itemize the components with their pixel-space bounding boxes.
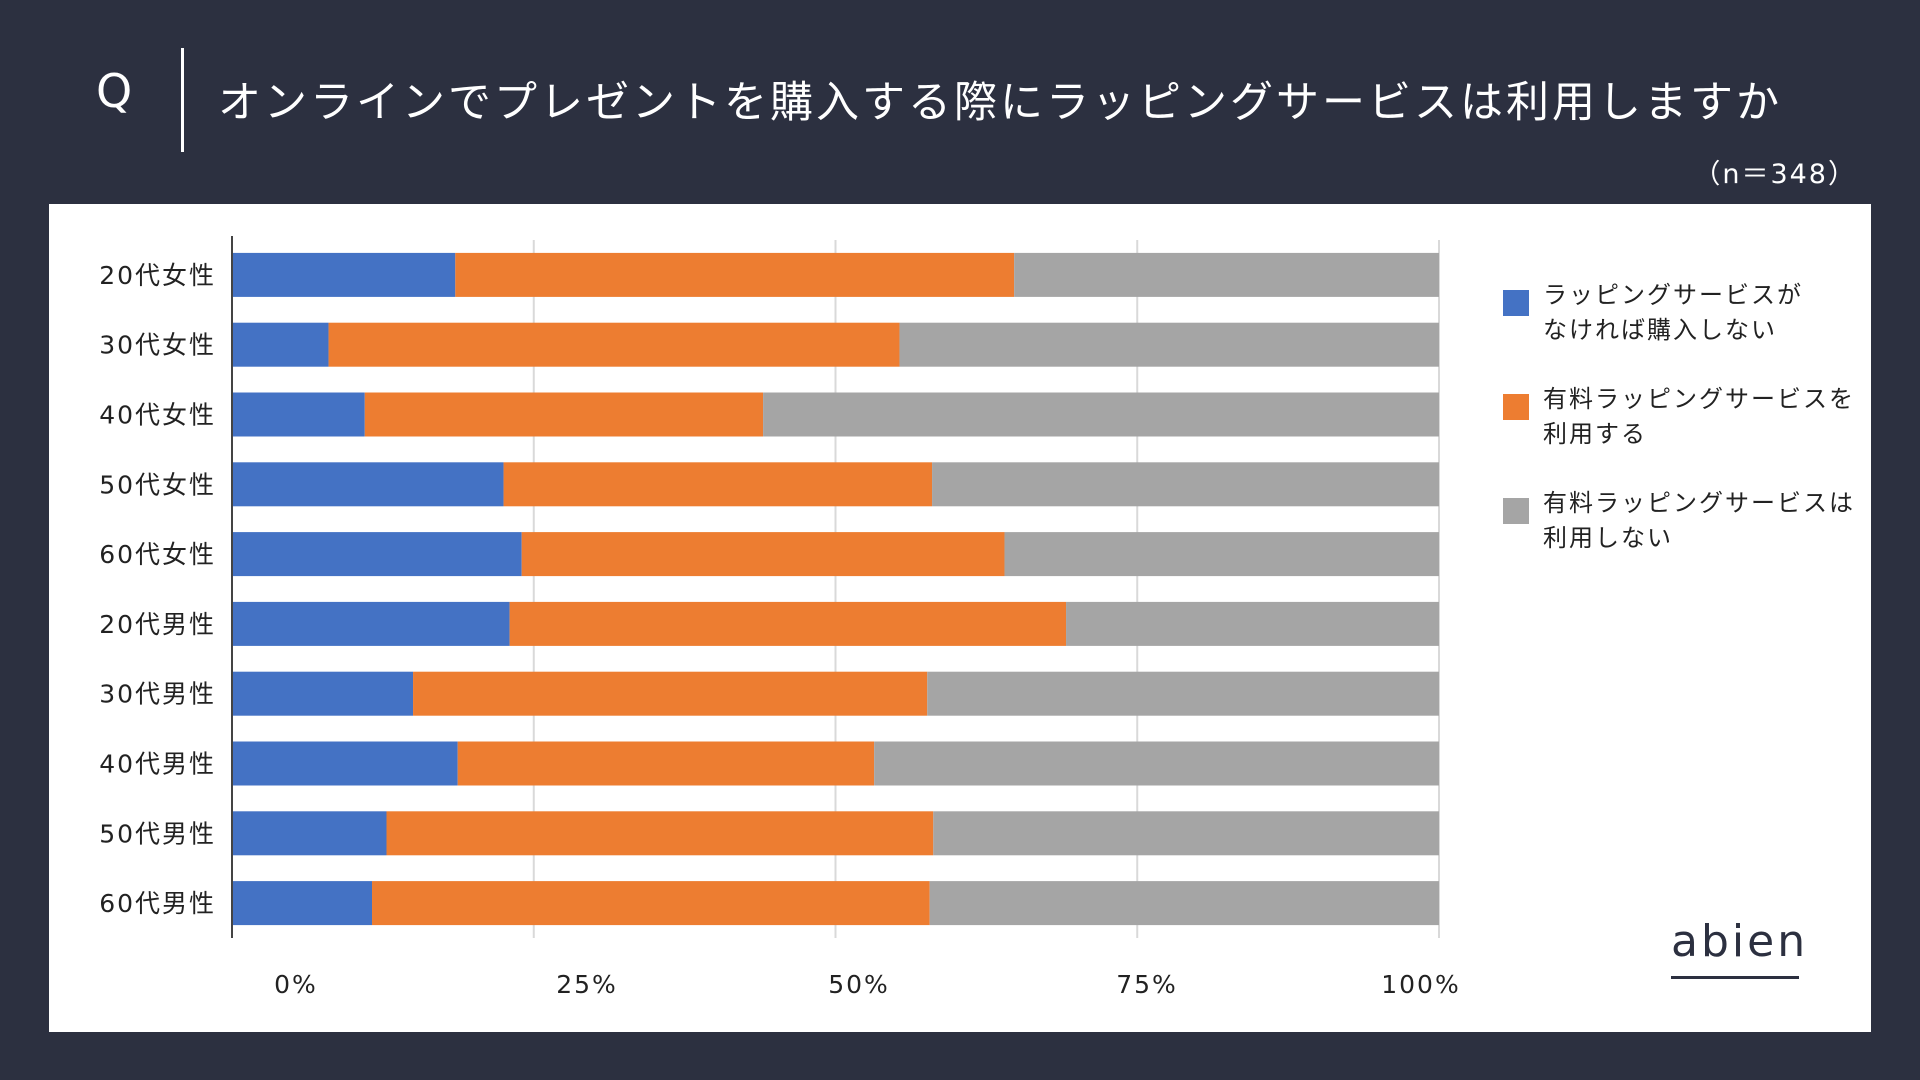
- bar-segment: [457, 741, 875, 786]
- bar-segment: [372, 881, 930, 926]
- category-label: 40代男性: [99, 750, 216, 779]
- bar-segment: [232, 741, 458, 786]
- legend-item-not-use-paid: 有料ラッピングサービスは 利用しない: [1503, 486, 1863, 556]
- category-label: 60代男性: [99, 889, 216, 918]
- bar-segment: [932, 462, 1439, 507]
- bar-segment: [232, 322, 329, 367]
- bar-segment: [509, 601, 1067, 646]
- bar-segment: [232, 532, 522, 577]
- bar-segment: [929, 881, 1439, 926]
- x-tick-label: 0%: [274, 970, 318, 999]
- x-tick-label: 50%: [828, 970, 890, 999]
- sample-size: （n＝348）: [1693, 159, 1857, 190]
- legend-item-use-paid: 有料ラッピングサービスを 利用する: [1503, 382, 1863, 452]
- bar-segment: [232, 671, 414, 716]
- bar-segment: [232, 601, 510, 646]
- bar-segment: [232, 811, 387, 856]
- x-tick-label: 25%: [556, 970, 618, 999]
- category-label: 50代男性: [99, 819, 216, 848]
- legend-label: ラッピングサービスが なければ購入しない: [1543, 281, 1803, 344]
- bar-segment: [232, 252, 456, 297]
- legend-label: 有料ラッピングサービスは 利用しない: [1543, 489, 1855, 552]
- category-label: 20代女性: [99, 261, 216, 290]
- legend-swatch-orange: [1503, 394, 1529, 420]
- bar-segment: [364, 392, 764, 437]
- legend: ラッピングサービスが なければ購入しない 有料ラッピングサービスを 利用する 有…: [1503, 278, 1863, 590]
- bar-segment: [1066, 601, 1439, 646]
- x-tick-label: 100%: [1381, 970, 1460, 999]
- category-label: 60代女性: [99, 540, 216, 569]
- abien-logo: abien: [1671, 916, 1809, 979]
- question-mark-label: Q: [96, 64, 133, 118]
- category-label: 30代男性: [99, 680, 216, 709]
- legend-swatch-blue: [1503, 290, 1529, 316]
- legend-swatch-gray: [1503, 498, 1529, 524]
- bar-segment: [413, 671, 928, 716]
- legend-item-no-purchase: ラッピングサービスが なければ購入しない: [1503, 278, 1863, 348]
- bar-segment: [933, 811, 1439, 856]
- question-title: オンラインでプレゼントを購入する際にラッピングサービスは利用しますか: [218, 78, 1782, 128]
- category-label: 50代女性: [99, 470, 216, 499]
- bar-segment: [899, 322, 1439, 367]
- bar-segment: [386, 811, 934, 856]
- bar-segment: [763, 392, 1439, 437]
- category-label: 40代女性: [99, 401, 216, 430]
- x-tick-label: 75%: [1116, 970, 1178, 999]
- bar-segment: [1014, 252, 1439, 297]
- category-label: 30代女性: [99, 331, 216, 360]
- bar-segment: [232, 462, 504, 507]
- logo-underline: [1671, 976, 1799, 979]
- bar-segment: [927, 671, 1439, 716]
- legend-label: 有料ラッピングサービスを 利用する: [1543, 385, 1855, 448]
- bar-segment: [503, 462, 933, 507]
- bar-segment: [521, 532, 1005, 577]
- bar-segment: [232, 392, 365, 437]
- bar-segment: [1004, 532, 1439, 577]
- bar-segment: [328, 322, 900, 367]
- bar-segment: [874, 741, 1439, 786]
- bar-segment: [455, 252, 1015, 297]
- category-label: 20代男性: [99, 610, 216, 639]
- bar-segment: [232, 881, 373, 926]
- stacked-bar-chart: 20代女性 30代女性 40代女性 50代女性 60代女性 20代男性 30代男性 40代男性…: [99, 236, 1460, 999]
- logo-text: abien: [1671, 916, 1809, 967]
- chart-panel: 20代女性 30代女性 40代女性 50代女性 60代女性 20代男性 30代男性 40代男性…: [49, 204, 1871, 1032]
- header-divider: [181, 48, 184, 152]
